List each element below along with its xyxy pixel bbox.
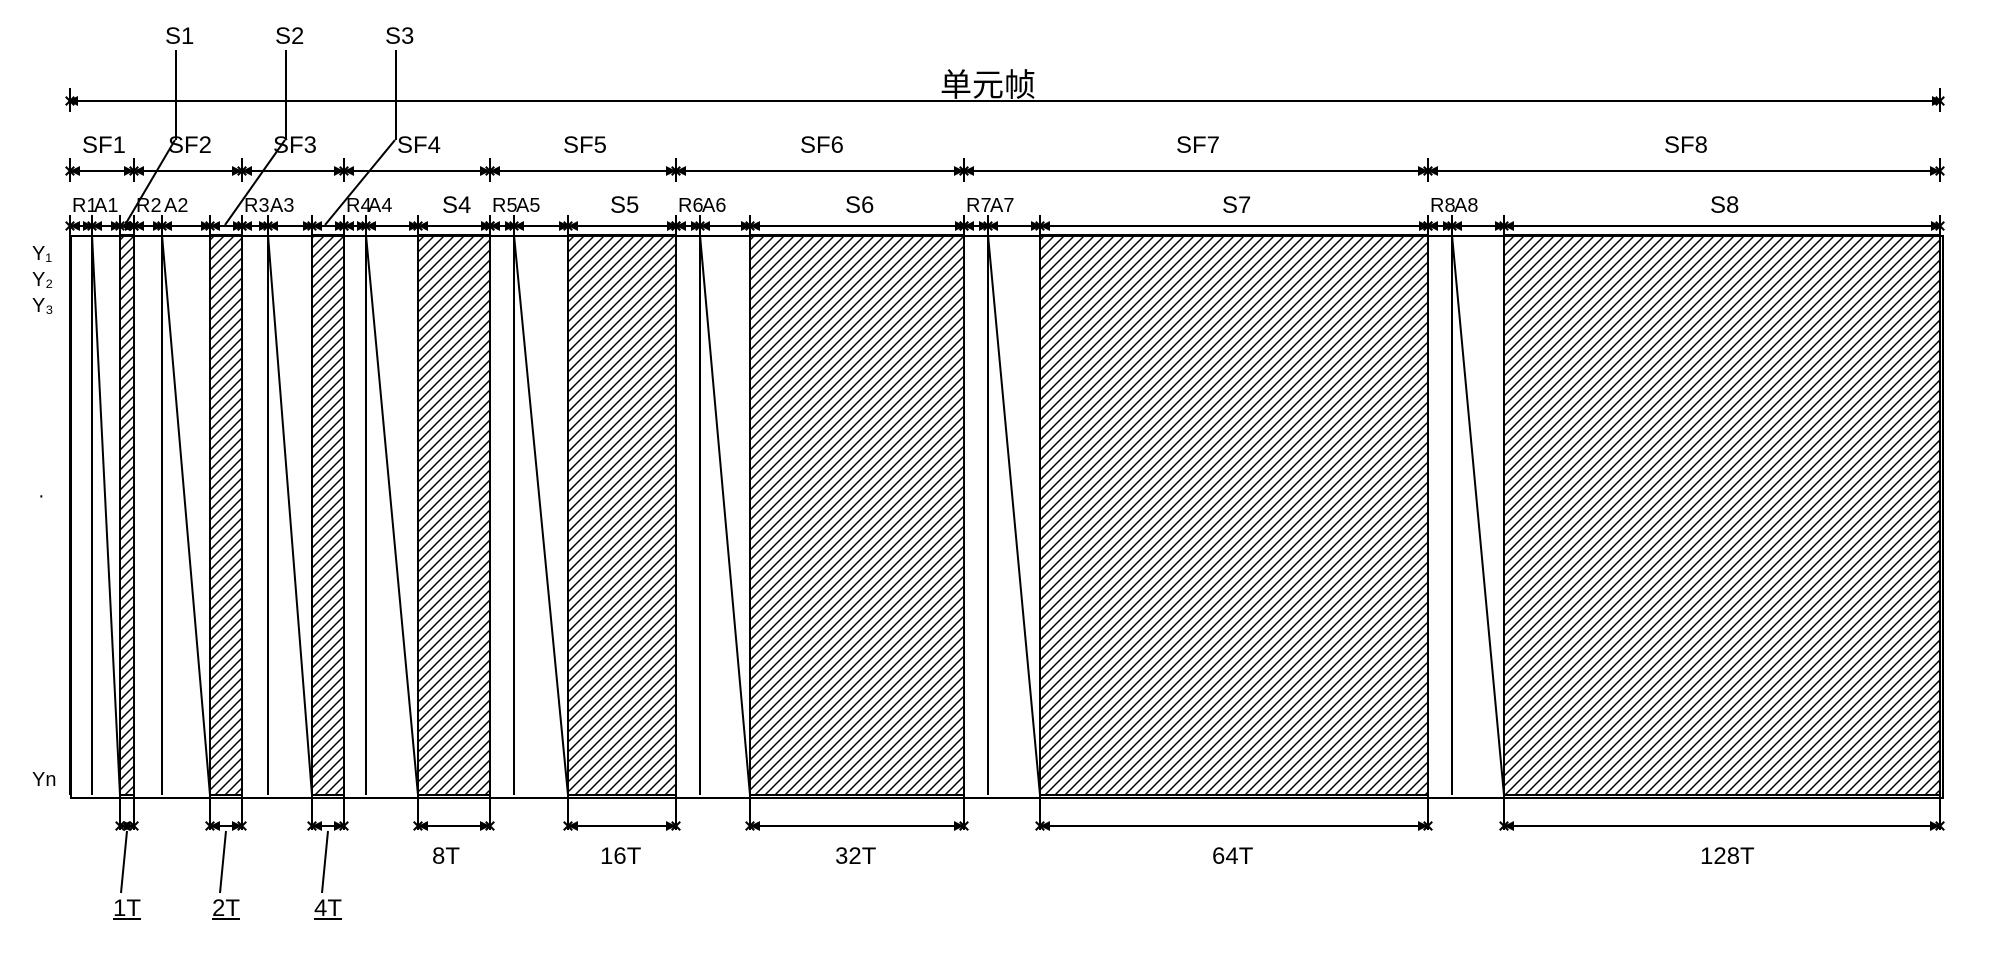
timing-diagram: 单元帧S1S2S3SF1SF2SF3SF4SF5SF6SF7SF8R1A1R2A… xyxy=(20,20,1976,939)
timing-32t: 32T xyxy=(835,843,876,871)
timing-64t: 64T xyxy=(1212,843,1253,871)
timing-8t: 8T xyxy=(432,843,460,871)
timing-128t: 128T xyxy=(1700,843,1755,871)
timing-16t: 16T xyxy=(600,843,641,871)
